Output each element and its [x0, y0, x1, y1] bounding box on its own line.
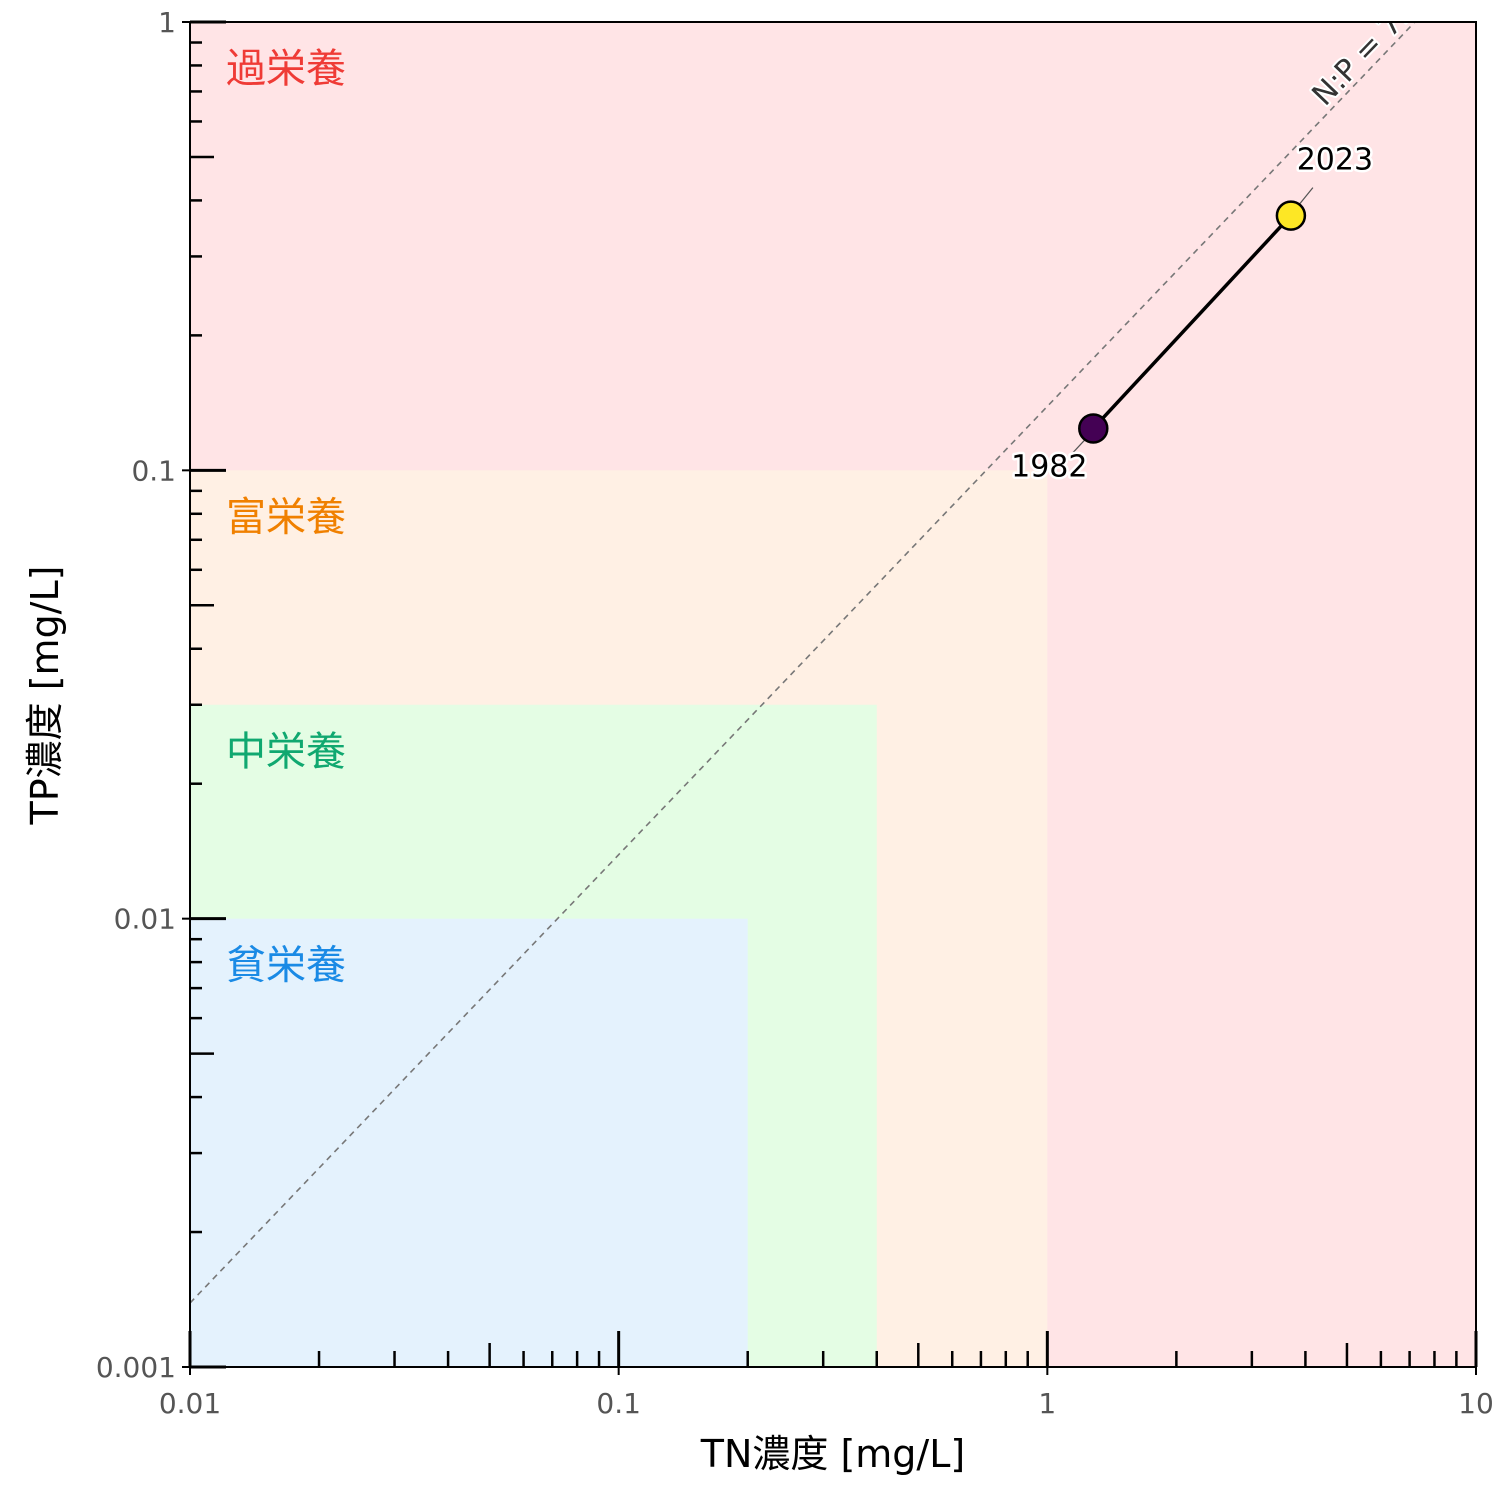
y-tick-label: 0.1: [131, 454, 176, 487]
zone-0.2-0.01-label: 貧栄養: [226, 943, 346, 989]
y-tick-label: 0.01: [114, 903, 176, 936]
point-label-2023: 2023: [1297, 143, 1373, 178]
zone-0.4-0.03-label: 中栄養: [226, 729, 346, 775]
x-tick-label: 0.1: [596, 1387, 641, 1420]
data-point-1982: [1078, 413, 1109, 444]
data-layer: 1982 2023: [1009, 140, 1376, 487]
y-tick-label: 0.001: [96, 1351, 176, 1384]
point-label-leader: [1299, 187, 1314, 204]
y-tick-label: 1: [158, 6, 176, 39]
zone-10-1-label: 過栄養: [226, 46, 346, 92]
x-tick-label: 1: [1038, 1387, 1056, 1420]
trajectory-segment: [1092, 214, 1293, 430]
data-point-2023: [1275, 200, 1307, 231]
y-axis-title: TP濃度 [mg/L]: [23, 566, 67, 826]
x-tick-label: 10: [1458, 1387, 1494, 1420]
zone-1-0.1-label: 富栄養: [226, 494, 346, 540]
point-label-1982: 1982: [1011, 449, 1087, 484]
x-axis-title: TN濃度 [mg/L]: [700, 1432, 965, 1476]
plot-frame: [189, 21, 1477, 1368]
x-tick-label: 0.01: [159, 1387, 221, 1420]
np-ratio-line: [190, 22, 1416, 1304]
point-label-leader: [1070, 440, 1085, 455]
zone-0.2-0.01-region: [190, 918, 748, 1367]
